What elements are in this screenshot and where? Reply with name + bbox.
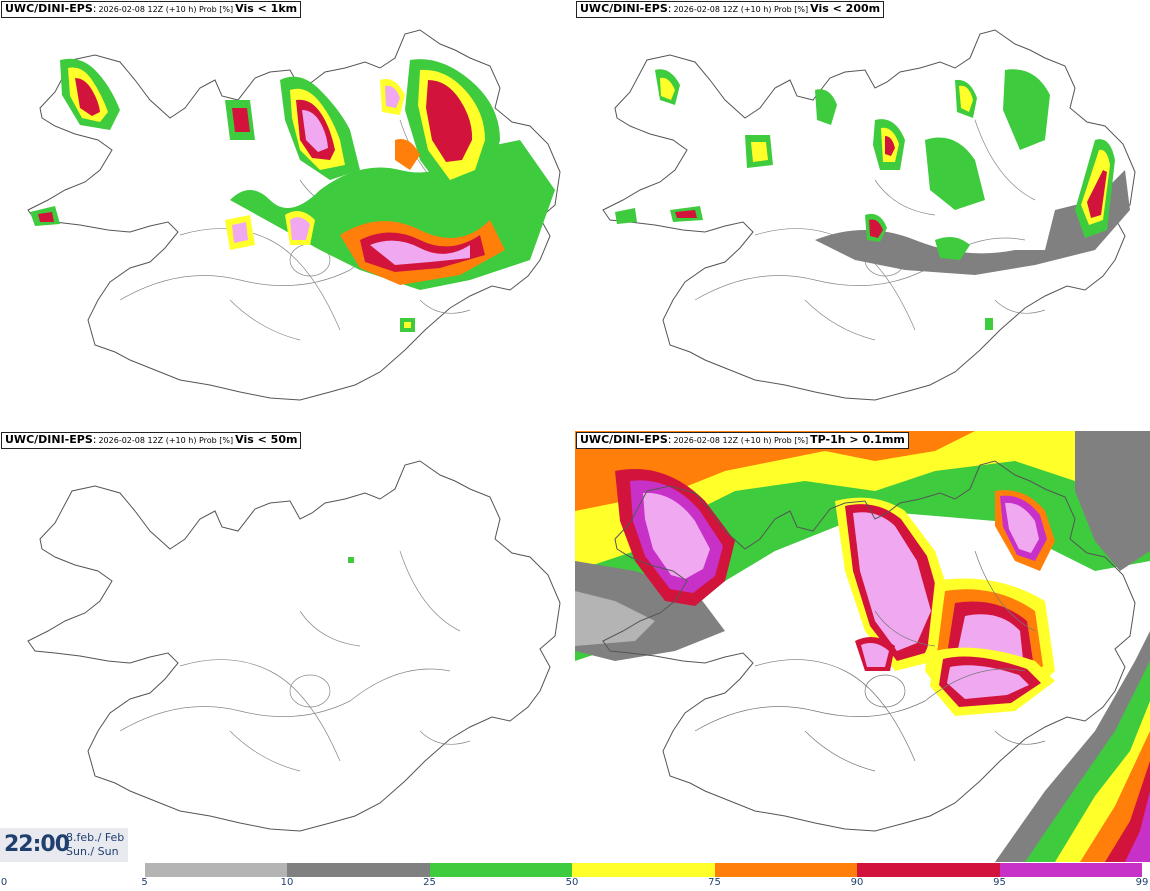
probability-blob [615,69,1130,330]
valid-date-line2: Sun./ Sun [66,845,119,858]
run-info: 2026-02-08 12Z (+10 h) Prob [%] [673,436,809,445]
map-vis-1km [27,29,561,401]
colorbar-segment [999,863,1142,877]
colorbar-tick-label: 25 [423,877,436,888]
colorbar: 0 5 10 25 50 75 90 95 99 [0,862,1150,891]
map-tp-1h [575,431,1150,862]
field-label: Vis < 200m [810,2,881,15]
panel-vis-50m: UWC/DINI-EPS: 2026-02-08 12Z (+10 h) Prob… [0,431,575,862]
valid-date: 8.feb./ Feb Sun./ Sun [66,831,124,859]
colorbar-tick-label: 0 [0,877,8,888]
colorbar-segment [429,863,572,877]
map-vis-200m [602,29,1136,401]
colorbar-tick-label: 90 [850,877,864,888]
probability-blob [575,431,1150,862]
colorbar-tick-label: 95 [993,877,1006,888]
panel-tp-1h: UWC/DINI-EPS: 2026-02-08 12Z (+10 h) Prob… [575,431,1150,862]
field-label: TP-1h > 0.1mm [810,433,905,446]
model-label: UWC/DINI-EPS [5,2,93,15]
colorbar-segment [857,863,1000,877]
colorbar-tick-label: 5 [141,877,148,888]
colorbar-tick-label: 50 [565,877,579,888]
panel-title: UWC/DINI-EPS: 2026-02-08 12Z (+10 h) Prob… [1,432,302,449]
panel-title: UWC/DINI-EPS: 2026-02-08 12Z (+10 h) Prob… [576,432,909,449]
panel-vis-1km: UWC/DINI-EPS: 2026-02-08 12Z (+10 h) Prob… [0,0,575,431]
colorbar-segment [714,863,857,877]
valid-date-line1: 8.feb./ Feb [66,831,125,844]
colorbar-tick-label: 99 [1135,877,1149,888]
colorbar-segment [287,863,430,877]
panel-vis-200m: UWC/DINI-EPS: 2026-02-08 12Z (+10 h) Prob… [575,0,1150,431]
field-label: Vis < 1km [235,2,298,15]
panel-title: UWC/DINI-EPS: 2026-02-08 12Z (+10 h) Prob… [576,1,885,18]
valid-time: 22:00 [4,832,70,857]
field-label: Vis < 50m [235,433,298,446]
colorbar-segment [144,863,287,877]
colorbar-tick-label: 10 [280,877,294,888]
valid-time-box: 22:00 8.feb./ Feb Sun./ Sun [0,828,128,862]
colorbar-segment [572,863,715,877]
probability-blob [348,557,354,563]
model-label: UWC/DINI-EPS [580,433,668,446]
map-vis-50m [27,460,561,832]
panel-title: UWC/DINI-EPS: 2026-02-08 12Z (+10 h) Prob… [1,1,302,18]
colorbar-tick-label: 75 [708,877,721,888]
run-info: 2026-02-08 12Z (+10 h) Prob [%] [98,436,234,445]
model-label: UWC/DINI-EPS [580,2,668,15]
model-label: UWC/DINI-EPS [5,433,93,446]
run-info: 2026-02-08 12Z (+10 h) Prob [%] [98,5,234,14]
probability-blob [30,58,555,332]
run-info: 2026-02-08 12Z (+10 h) Prob [%] [673,5,809,14]
